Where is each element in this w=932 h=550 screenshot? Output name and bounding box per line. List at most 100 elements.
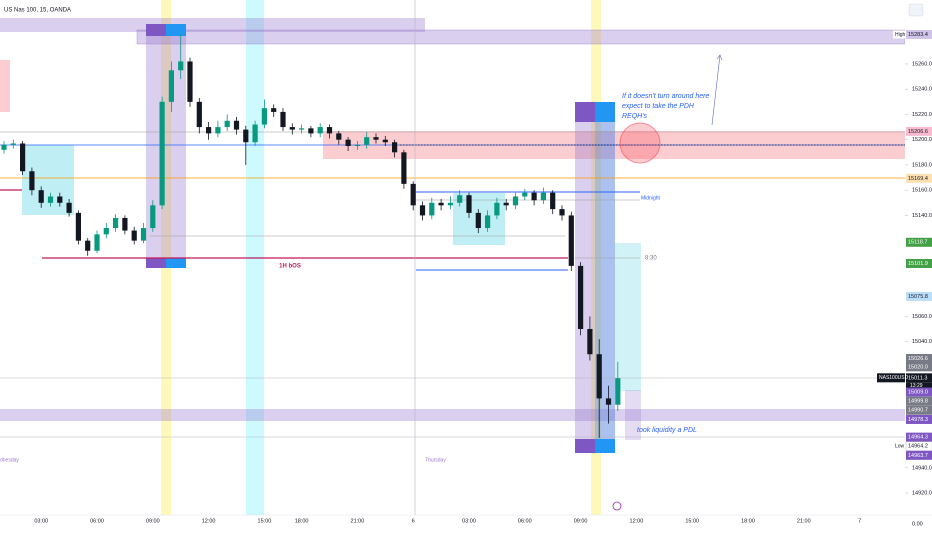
pdl-note: took liquidity a PDL bbox=[637, 427, 697, 434]
candle-body bbox=[131, 230, 137, 241]
price-tag bbox=[905, 441, 932, 451]
note-line: expect to take the PDH bbox=[622, 103, 695, 110]
price-axis bbox=[905, 0, 932, 515]
box-cap bbox=[166, 24, 186, 36]
price-tag-label: 14964.3 bbox=[908, 435, 928, 441]
price-tag bbox=[906, 373, 932, 383]
candle-body bbox=[224, 120, 230, 128]
candle-body bbox=[187, 61, 193, 102]
candles bbox=[1, 34, 621, 438]
candle-body bbox=[522, 192, 528, 197]
box-cap bbox=[146, 258, 166, 268]
y-tick-label: 15240.0 bbox=[912, 87, 932, 93]
candle-body bbox=[103, 228, 109, 235]
price-tag-label: 14963.7 bbox=[908, 453, 928, 459]
price-tag bbox=[906, 432, 932, 442]
candle-body bbox=[559, 209, 565, 216]
price-tag bbox=[906, 258, 932, 268]
x-tick-label: 18:00 bbox=[741, 518, 755, 524]
y-tick-label: 15060.0 bbox=[912, 314, 932, 320]
candle-body bbox=[336, 133, 342, 140]
candle-body bbox=[289, 127, 295, 130]
candle-body bbox=[57, 196, 63, 203]
price-tag bbox=[906, 414, 932, 424]
zone bbox=[0, 60, 10, 112]
box-cap bbox=[166, 258, 186, 268]
low-label: Low bbox=[895, 444, 905, 450]
candle-body bbox=[196, 101, 202, 128]
symbol-tag bbox=[877, 373, 905, 383]
price-tag-label: 14978.3 bbox=[908, 417, 928, 423]
candle-body bbox=[10, 143, 16, 145]
candle-body bbox=[392, 142, 398, 153]
high-tag bbox=[893, 30, 905, 39]
price-tag-label: 15075.8 bbox=[908, 294, 928, 300]
x-tick-label: 06:00 bbox=[518, 518, 532, 524]
y-tick-label: 15040.0 bbox=[912, 339, 932, 345]
low-tag bbox=[893, 442, 905, 451]
price-tag bbox=[906, 387, 932, 397]
candle-body bbox=[364, 137, 370, 145]
x-tick-label: 21:00 bbox=[797, 518, 811, 524]
candle-body bbox=[271, 108, 277, 112]
x-tick-label: 21:00 bbox=[351, 518, 365, 524]
price-tag bbox=[906, 362, 932, 372]
settings-button[interactable] bbox=[908, 3, 924, 17]
price-tag-label: 15101.9 bbox=[908, 261, 928, 267]
y-tick-label: 15160.0 bbox=[912, 188, 932, 194]
candle-body bbox=[447, 202, 453, 206]
box-cap bbox=[595, 439, 615, 453]
candle-body bbox=[94, 234, 100, 251]
candle-body bbox=[75, 212, 81, 241]
price-tag-label: 15011.3 bbox=[908, 375, 927, 381]
candle-body bbox=[299, 128, 305, 130]
x-tick-label: 12:00 bbox=[202, 518, 216, 524]
price-tag-label: 15206.6 bbox=[908, 129, 928, 135]
candle-body bbox=[401, 152, 407, 184]
candle-body bbox=[261, 108, 267, 125]
highlight-circle bbox=[619, 122, 661, 164]
candle-body bbox=[568, 215, 574, 266]
y-tick-label: 15260.0 bbox=[912, 61, 932, 67]
bos-label: 1H bOS bbox=[279, 264, 301, 270]
candle-body bbox=[531, 192, 537, 201]
candle-body bbox=[466, 195, 472, 213]
x-tick-label: 03:00 bbox=[462, 518, 476, 524]
price-tag-label: 15020.0 bbox=[908, 364, 928, 370]
time-label: 8:30 bbox=[645, 256, 657, 262]
chart-title: US Nas 100, 15, OANDA bbox=[4, 8, 71, 14]
candle-body bbox=[605, 398, 612, 405]
candle-body bbox=[47, 196, 54, 203]
price-tag bbox=[906, 173, 932, 183]
x-tick-label: 09:00 bbox=[146, 518, 160, 524]
y-tick-label: 15220.0 bbox=[912, 112, 932, 118]
price-tag-label: 15283.4 bbox=[908, 32, 928, 38]
note-line: REQH's bbox=[622, 113, 648, 120]
candle-body bbox=[419, 205, 426, 216]
price-tag-label: 15026.6 bbox=[908, 356, 928, 362]
candle-body bbox=[373, 137, 379, 140]
volume-axis-label: 0.00 bbox=[912, 521, 923, 527]
day-label: Thursday bbox=[425, 457, 446, 463]
candle-body bbox=[615, 378, 621, 405]
candle-body bbox=[494, 202, 500, 216]
candle-body bbox=[596, 354, 602, 399]
candle-body bbox=[113, 217, 119, 229]
price-tag-label: 15169.4 bbox=[908, 176, 928, 182]
candle-body bbox=[485, 215, 491, 229]
candle-body bbox=[345, 139, 351, 147]
price-tag bbox=[906, 29, 932, 39]
price-tag bbox=[906, 237, 932, 247]
candle-body bbox=[1, 144, 7, 150]
candle-body bbox=[150, 205, 156, 229]
candle-body bbox=[354, 144, 360, 147]
y-tick-label: 14940.0 bbox=[912, 465, 932, 471]
price-tag bbox=[906, 405, 932, 415]
symbol-label: NAS100USD bbox=[879, 375, 909, 381]
candle-body bbox=[178, 61, 184, 71]
zone bbox=[136, 29, 906, 45]
event-icon[interactable] bbox=[612, 501, 622, 511]
box bbox=[625, 390, 641, 440]
